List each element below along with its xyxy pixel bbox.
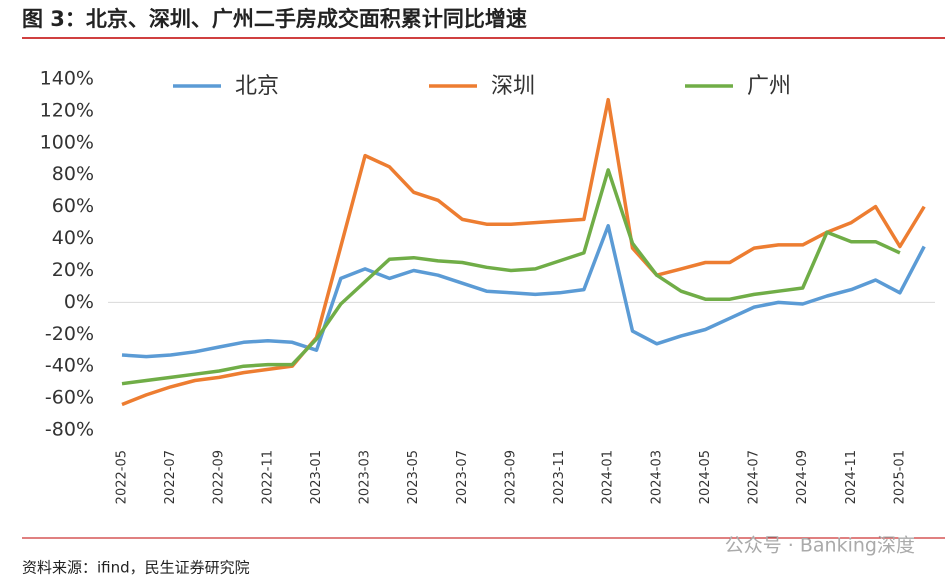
x-tick-label: 2022-07 [163,450,178,504]
x-tick-label: 2023-07 [455,450,470,504]
y-tick-label: 80% [52,163,94,185]
x-tick-label: 2022-05 [115,450,130,504]
x-tick-label: 2024-01 [601,450,616,504]
x-tick-label: 2023-01 [309,450,324,504]
chart-title: 图 3：北京、深圳、广州二手房成交面积累计同比增速 [22,7,527,31]
y-tick-label: -40% [45,355,94,377]
legend-label: 深圳 [491,74,535,99]
y-tick-label: 120% [40,99,94,121]
watermark: 公众号 · Banking深度 [725,535,915,557]
series-line [121,224,926,359]
x-tick-label: 2024-03 [649,450,664,504]
series-line [121,97,926,407]
y-tick-label: -60% [45,387,94,409]
x-tick-label: 2022-11 [260,450,275,504]
y-tick-label: 0% [64,291,94,313]
x-tick-label: 2024-07 [747,450,762,504]
y-tick-label: 60% [52,195,94,217]
x-tick-label: 2023-05 [406,450,421,504]
x-tick-label: 2023-09 [503,450,518,504]
y-tick-label: -20% [45,323,94,345]
x-tick-label: 2024-11 [844,450,859,504]
x-tick-label: 2023-11 [552,450,567,504]
x-tick-label: 2025-01 [892,450,907,504]
y-tick-label: -80% [45,419,94,441]
y-tick-label: 100% [40,131,94,153]
legend-label: 广州 [747,74,791,99]
x-tick-label: 2024-05 [698,450,713,504]
legend-label: 北京 [235,74,279,99]
y-tick-label: 40% [52,227,94,249]
source: 资料来源：ifind，民生证券研究院 [22,559,250,577]
x-tick-label: 2023-03 [358,450,373,504]
x-tick-label: 2022-09 [212,450,227,504]
x-tick-label: 2024-09 [795,450,810,504]
y-tick-label: 140% [40,68,94,90]
series-line [121,168,901,386]
y-tick-label: 20% [52,259,94,281]
